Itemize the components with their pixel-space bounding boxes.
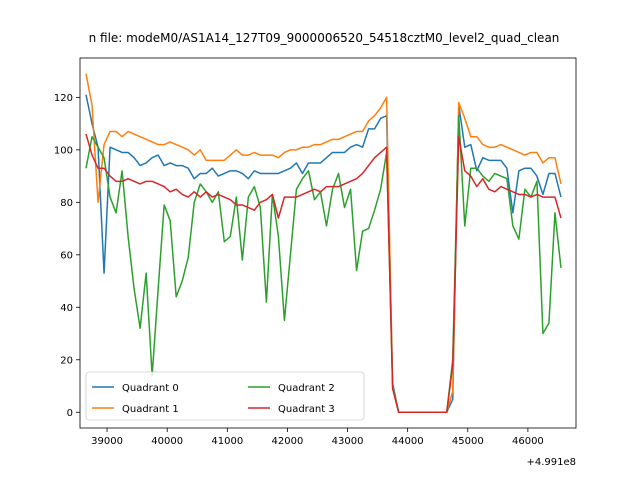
- x-tick-label: 39000: [91, 436, 123, 447]
- y-tick-label: 100: [54, 145, 73, 156]
- chart-title: n file: modeM0/AS1A14_127T09_9000006520_…: [89, 31, 560, 45]
- series-line-quadrant-3: [85, 133, 562, 414]
- x-tick-label: 44000: [392, 436, 424, 447]
- y-tick-label: 0: [67, 408, 73, 419]
- y-tick-label: 20: [60, 355, 73, 366]
- x-tick-label: 40000: [151, 436, 183, 447]
- legend-box: [85, 371, 365, 421]
- legend-label-quadrant-1: Quadrant 1: [122, 404, 179, 415]
- legend: Quadrant 0 Quadrant 1 Quadrant 2 Quadrant 3: [85, 371, 365, 421]
- x-tick-label: 41000: [211, 436, 243, 447]
- legend-label-quadrant-2: Quadrant 2: [278, 383, 335, 394]
- series-line-quadrant-1: [85, 73, 562, 414]
- x-axis: 39000 40000 41000 42000 43000 44000 45000 46000: [91, 428, 544, 447]
- x-offset-label: +4.991e8: [526, 457, 576, 468]
- x-tick-label: 42000: [272, 436, 304, 447]
- y-axis: 0 20 40 60 80 100 120: [54, 93, 80, 419]
- legend-label-quadrant-0: Quadrant 0: [122, 383, 179, 394]
- series-layer: [85, 73, 562, 414]
- y-tick-label: 80: [60, 198, 73, 209]
- series-line-quadrant-0: [85, 94, 562, 414]
- y-tick-label: 60: [60, 250, 73, 261]
- plot-area: [79, 57, 577, 429]
- series-line-quadrant-2: [85, 114, 562, 414]
- x-tick-label: 46000: [512, 436, 544, 447]
- y-tick-label: 120: [54, 93, 73, 104]
- legend-label-quadrant-3: Quadrant 3: [278, 404, 335, 415]
- plot-frame: [79, 57, 577, 429]
- x-tick-label: 43000: [332, 436, 364, 447]
- x-tick-label: 45000: [452, 436, 484, 447]
- y-tick-label: 40: [60, 303, 73, 314]
